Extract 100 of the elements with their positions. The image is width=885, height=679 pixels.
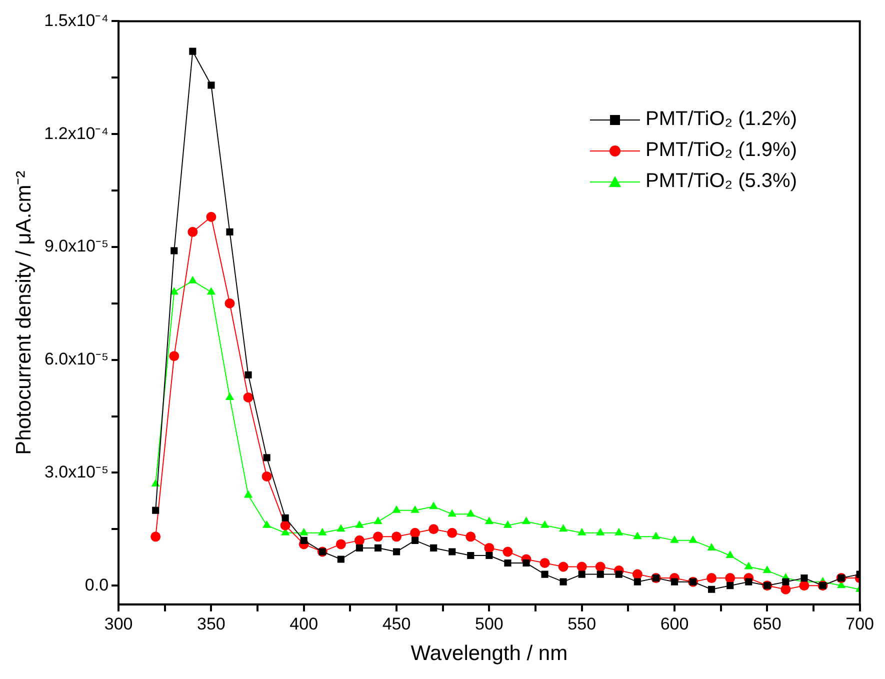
point <box>578 528 586 536</box>
point <box>615 570 622 578</box>
point <box>392 548 400 556</box>
point <box>356 544 363 552</box>
x-tick-label: 550 <box>568 614 596 634</box>
point <box>336 539 346 550</box>
point <box>410 528 420 538</box>
point <box>282 514 289 522</box>
x-tick-label: 300 <box>104 614 133 634</box>
point <box>244 371 252 378</box>
point <box>484 516 494 524</box>
point <box>762 566 772 574</box>
legend-label: PMT/TiO₂ (1.2%) <box>646 108 797 131</box>
point <box>540 558 550 568</box>
point <box>726 550 734 558</box>
point <box>782 578 790 586</box>
point <box>522 516 531 524</box>
point <box>745 578 752 586</box>
point <box>189 48 196 55</box>
point <box>169 351 180 362</box>
point <box>466 532 476 542</box>
point <box>300 536 308 544</box>
point <box>467 552 474 560</box>
point <box>688 535 698 543</box>
x-axis-title: Wavelength / nm <box>410 642 568 666</box>
point <box>188 226 198 237</box>
point <box>225 392 234 400</box>
legend-label: PMT/TiO₂ (1.9%) <box>646 139 797 162</box>
x-tick-label: 450 <box>382 614 411 634</box>
point <box>244 490 253 498</box>
point <box>262 471 272 482</box>
point <box>262 520 272 528</box>
point <box>206 287 216 295</box>
point <box>706 573 717 584</box>
x-tick-label: 350 <box>197 614 226 634</box>
point <box>448 509 456 517</box>
point <box>595 562 606 572</box>
point <box>374 544 382 552</box>
point <box>428 524 439 534</box>
point <box>429 502 438 510</box>
point <box>707 542 716 550</box>
point <box>614 528 624 536</box>
point <box>318 528 327 536</box>
point <box>447 528 458 538</box>
point <box>652 532 660 540</box>
x-tick-label: 600 <box>660 614 689 634</box>
y-tick-label: 1.5x10⁻⁴ <box>44 10 109 30</box>
point <box>243 392 254 402</box>
point <box>522 559 530 567</box>
point <box>448 548 456 556</box>
point <box>170 247 178 254</box>
point <box>372 532 383 542</box>
point <box>596 570 604 578</box>
point <box>280 520 290 530</box>
point <box>503 520 512 528</box>
x-tick-label: 650 <box>752 614 782 634</box>
point <box>430 544 438 552</box>
point <box>152 506 160 514</box>
point <box>725 573 736 584</box>
point <box>780 584 791 594</box>
point <box>578 570 586 578</box>
y-axis-title: Photocurrent density / μA.cm⁻² <box>12 170 36 455</box>
point <box>541 570 548 578</box>
point <box>336 524 346 532</box>
point <box>558 562 568 572</box>
x-tick-label: 500 <box>474 614 504 634</box>
point <box>540 520 550 528</box>
point <box>800 574 808 582</box>
point <box>300 528 308 536</box>
point <box>633 532 642 540</box>
point <box>670 535 679 543</box>
point <box>560 578 567 586</box>
point <box>412 536 419 544</box>
point <box>504 559 512 567</box>
point <box>392 532 402 542</box>
point <box>354 535 364 546</box>
point <box>355 520 364 528</box>
point <box>224 298 235 308</box>
x-tick-label: 700 <box>846 614 874 634</box>
point <box>337 556 344 563</box>
point <box>744 562 753 570</box>
point <box>634 578 641 586</box>
point <box>670 578 678 586</box>
point <box>484 542 494 553</box>
legend-label: PMT/TiO₂ (5.3%) <box>646 170 797 193</box>
point <box>188 276 198 284</box>
y-tick-label: 3.0x10⁻⁵ <box>44 462 109 482</box>
point <box>486 552 493 560</box>
y-tick-label: 9.0x10⁻⁵ <box>44 236 109 256</box>
point <box>596 528 605 536</box>
y-tick-label: 1.2x10⁻⁴ <box>44 124 109 143</box>
point <box>502 546 513 557</box>
point <box>374 516 382 524</box>
point <box>263 454 270 462</box>
point <box>208 82 215 89</box>
point <box>726 582 734 590</box>
point <box>410 505 420 513</box>
y-tick-label: 0.0 <box>84 575 109 594</box>
y-tick-label: 6.0x10⁻⁵ <box>44 350 109 369</box>
point <box>226 228 234 236</box>
